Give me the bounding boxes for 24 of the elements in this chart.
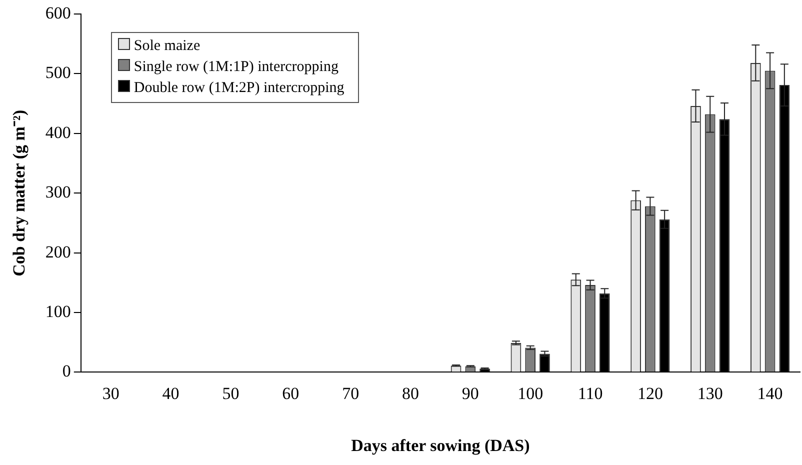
y-tick-label: 500 <box>45 63 71 82</box>
x-tick-label: 100 <box>518 384 544 403</box>
y-tick-label: 600 <box>45 3 71 22</box>
x-tick-label: 140 <box>757 384 783 403</box>
legend-label: Double row (1M:2P) intercropping <box>132 79 344 98</box>
x-tick-label: 40 <box>162 384 180 403</box>
legend-label: Single row (1M:1P) intercropping <box>132 58 340 77</box>
x-tick-label: 90 <box>462 384 479 403</box>
y-tick-label: 300 <box>45 182 71 202</box>
x-tick-label: 110 <box>578 384 603 403</box>
y-tick-label: 0 <box>62 362 71 381</box>
y-tick-label: 400 <box>45 122 71 142</box>
y-tick-label: 100 <box>45 302 71 321</box>
y-tick-label: 200 <box>45 242 71 262</box>
legend-label: Sole maize <box>132 37 202 56</box>
x-tick-label: 130 <box>697 384 723 403</box>
x-tick-label: 30 <box>102 384 120 403</box>
x-tick-label: 80 <box>402 384 419 403</box>
x-tick-label: 70 <box>342 384 360 403</box>
x-axis-title: Days after sowing (DAS) <box>351 436 530 456</box>
x-tick-label: 120 <box>637 384 663 403</box>
x-tick-label: 60 <box>282 384 300 403</box>
x-tick-label: 50 <box>222 384 240 403</box>
y-axis-title: Cob dry matter (g m⁻²) <box>10 110 29 276</box>
